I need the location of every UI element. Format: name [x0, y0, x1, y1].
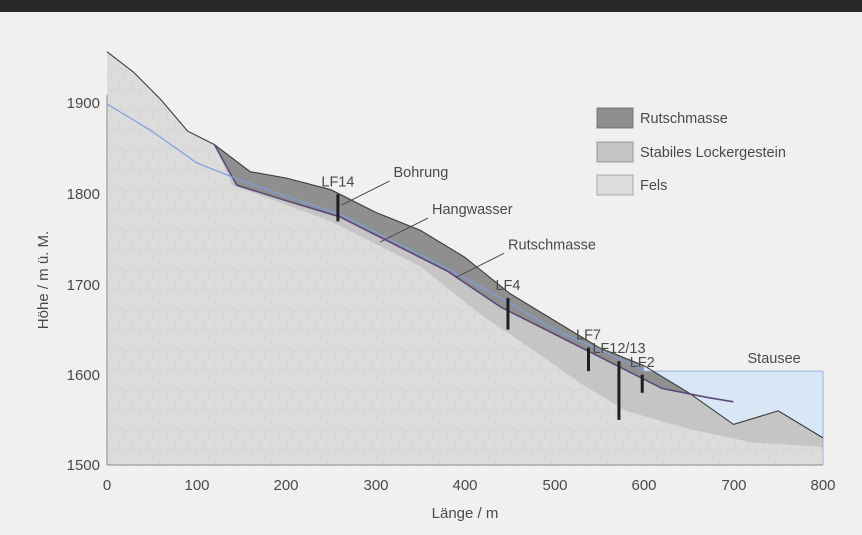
y-axis: 1500 1600 1700 1800 1900 Höhe / m ü. M. [35, 95, 108, 474]
y-tick-label-1500: 1500 [67, 457, 100, 474]
stausee-label: Stausee [748, 351, 801, 367]
x-tick-label-600: 600 [631, 477, 656, 494]
annotation-leader-rutschmasse [455, 252, 505, 278]
x-axis-title: Länge / m [432, 505, 499, 522]
legend-swatch-fels [596, 174, 634, 196]
annotation-rutschmasse: Rutschmasse [508, 237, 596, 253]
x-tick-label-700: 700 [721, 477, 746, 494]
borehole-label-lf14: LF14 [321, 174, 354, 190]
x-tick-label-500: 500 [542, 477, 567, 494]
legend-label-stabiles-lockergestein: Stabiles Lockergestein [640, 145, 786, 161]
legend-swatch-stabiles-lockergestein [596, 141, 634, 163]
x-axis: 0 100 200 300 400 500 600 700 800 Länge … [103, 464, 836, 522]
plot-area [106, 51, 824, 465]
y-axis-title: Höhe / m ü. M. [35, 231, 52, 329]
rutschmasse-area [214, 144, 734, 425]
annotation-bohrung: Bohrung [393, 165, 448, 181]
y-tick-label-1600: 1600 [67, 367, 100, 384]
legend: Rutschmasse Stabiles Lockergestein Fels [596, 107, 786, 196]
terrain-surface-line [106, 51, 824, 439]
y-tick-label-1900: 1900 [67, 95, 100, 112]
x-tick-label-100: 100 [184, 477, 209, 494]
borehole-label-lf7: LF7 [576, 328, 601, 344]
borehole-label-lf2: LF2 [630, 355, 655, 371]
legend-label-rutschmasse: Rutschmasse [640, 111, 728, 127]
legend-swatch-rutschmasse [596, 107, 634, 129]
borehole-label-lf12-13: LF12/13 [592, 341, 645, 357]
top-bar [0, 0, 862, 12]
slip-surface-line [213, 144, 734, 403]
borehole-label-lf4: LF4 [495, 278, 520, 294]
annotation-hangwasser: Hangwasser [432, 202, 513, 218]
annotation-leader-bohrung [341, 180, 390, 206]
y-tick-label-1800: 1800 [67, 186, 100, 203]
x-tick-label-800: 800 [810, 477, 835, 494]
legend-label-fels: Fels [640, 178, 667, 194]
x-tick-label-0: 0 [103, 477, 111, 494]
hangwasser-line [106, 103, 645, 371]
x-tick-label-300: 300 [363, 477, 388, 494]
annotation-leader-hangwasser [379, 217, 429, 243]
y-tick-label-1700: 1700 [67, 277, 100, 294]
stabiles-lockergestein-area [214, 144, 823, 447]
x-tick-label-200: 200 [273, 477, 298, 494]
x-tick-label-400: 400 [452, 477, 477, 494]
